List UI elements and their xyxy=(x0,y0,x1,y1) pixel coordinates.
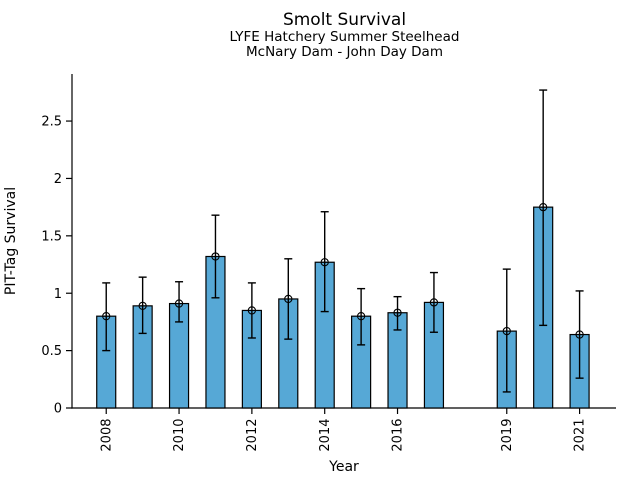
point-marker xyxy=(247,306,257,315)
point-marker xyxy=(320,258,329,267)
point-marker xyxy=(138,301,147,310)
y-axis-label: PIT-Tag Survival xyxy=(3,187,19,295)
chart-subtitle-line1: LYFE Hatchery Summer Steelhead xyxy=(229,29,460,45)
x-tick-label: 2019 xyxy=(500,419,515,452)
point-marker xyxy=(539,202,548,212)
chart-title: Smolt Survival xyxy=(282,10,407,30)
x-tick-label: 2021 xyxy=(573,419,588,452)
point-marker xyxy=(284,294,293,304)
point-marker xyxy=(429,298,439,307)
point-marker xyxy=(211,252,220,261)
x-tick-label: 2012 xyxy=(245,419,260,452)
point-marker xyxy=(102,312,111,321)
x-tick-label: 2008 xyxy=(99,419,114,452)
y-tick-label: 1 xyxy=(54,287,62,302)
point-marker xyxy=(356,312,366,321)
x-tick-label: 2016 xyxy=(391,419,406,452)
x-tick-label: 2010 xyxy=(172,419,187,452)
point-marker xyxy=(393,308,402,317)
point-marker xyxy=(174,299,184,308)
y-tick-label: 0.5 xyxy=(41,344,62,359)
y-tick-label: 0 xyxy=(54,402,62,417)
y-tick-label: 2 xyxy=(54,172,62,187)
point-marker xyxy=(502,326,511,336)
y-tick-label: 2.5 xyxy=(41,115,62,130)
x-tick-label: 2014 xyxy=(318,419,333,452)
y-tick-label: 1.5 xyxy=(41,229,62,244)
x-axis-label: Year xyxy=(328,459,359,475)
point-marker xyxy=(575,330,584,339)
chart-subtitle-line2: McNary Dam - John Day Dam xyxy=(246,44,443,60)
bars-layer: 0 0.5 1 1.5 2 2.5 2008 2010 2012 2014 2016 2019 2021 xyxy=(41,89,590,452)
